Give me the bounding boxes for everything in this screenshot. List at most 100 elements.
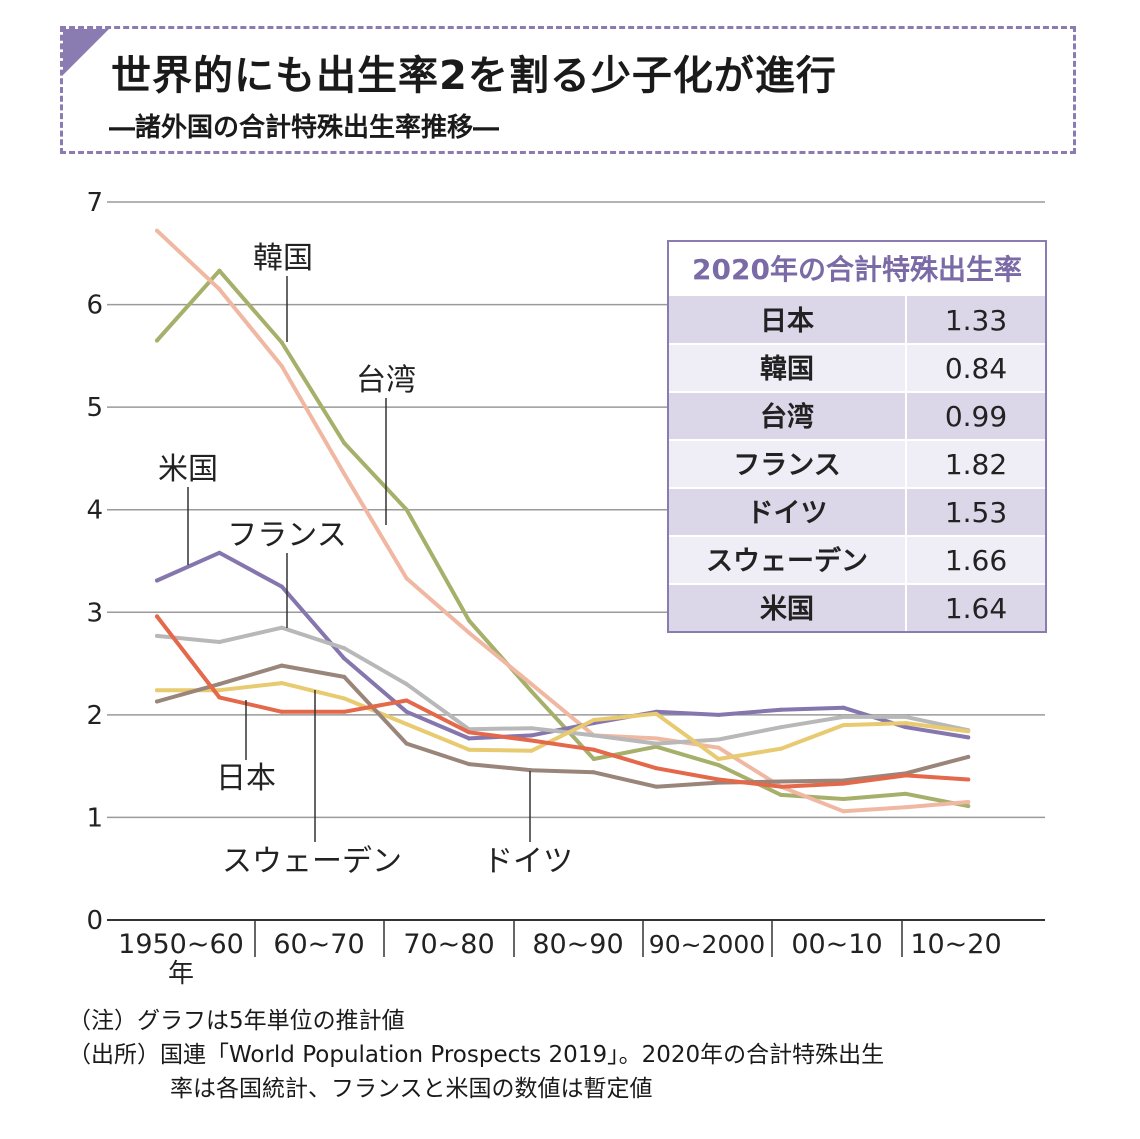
data-point [404,722,409,727]
data-point [155,338,159,343]
table-value-cell: 0.84 [945,352,1007,385]
data-point [217,640,222,645]
y-tick-label: 6 [86,291,103,321]
data-point [155,578,159,583]
series-label-フランス: フランス [227,518,347,628]
series-line [155,550,971,741]
series-label-text: 日本 [216,761,276,796]
table-country-cell: 日本 [760,306,814,337]
series-label-text: 米国 [158,452,218,487]
table-header-bg [668,241,1046,296]
data-point [217,695,222,700]
data-point [591,756,596,761]
data-point [279,340,284,345]
data-point [342,646,347,651]
y-tick-label: 3 [86,598,103,628]
data-point [155,614,159,619]
x-tick-label: 70~80 [403,929,494,960]
data-point [404,682,409,687]
data-point [654,741,659,746]
data-point [966,800,971,805]
series-line [155,228,971,814]
data-point [841,796,846,801]
data-point [903,805,908,810]
data-point [279,709,284,714]
table-value-cell: 1.82 [945,448,1007,481]
table-country-cell: フランス [733,450,840,481]
data-point [966,729,971,734]
series-label-text: 台湾 [356,363,416,398]
data-point [966,735,971,740]
x-axis: 1950~60 60~70 70~80 80~90 90~2000 00~10 10~20 年 [118,920,1002,989]
data-point [404,709,409,714]
data-point [654,711,659,716]
series-label-text: 韓国 [253,241,313,276]
x-tick-label: 90~2000 [649,930,765,959]
data-point [155,633,159,638]
data-point [467,618,471,623]
data-point [279,364,284,369]
table-value-cell: 1.33 [945,304,1007,337]
data-point [529,726,534,731]
data-point [217,688,222,693]
y-axis-ticks: 0 1 2 3 4 5 6 7 [86,188,103,936]
data-point [529,733,534,738]
data-point [279,584,284,589]
data-point [716,737,721,742]
data-point [654,736,659,741]
data-point [217,682,222,687]
data-point [467,762,471,767]
header-box: 世界的にも出生率2を割る少子化が進行 ―諸外国の合計特殊出生率推移― [60,26,1076,154]
data-point [654,766,659,771]
data-point [841,809,846,814]
data-point [467,736,471,741]
x-tick-label: 60~70 [273,929,364,960]
data-point [841,705,846,710]
header-corner-decoration [63,29,109,75]
notes: （注）グラフは5年単位の推計値 （出所）国連「World Population … [68,1004,884,1106]
series-line [155,268,971,809]
table-row: 米国 1.64 [668,583,1046,632]
chart-subtitle: ―諸外国の合計特殊出生率推移― [109,113,500,143]
source-text-1: （出所）国連「World Population Prospects 2019」。… [68,1042,885,1068]
series-label-台湾: 台湾 [356,363,416,525]
series-台湾 [155,228,971,814]
data-point [716,712,721,717]
series-lines [155,228,971,814]
table-value-cell: 1.66 [945,544,1007,577]
series-label-米国: 米国 [158,452,218,565]
note-text: （注）グラフは5年単位の推計値 [68,1008,405,1034]
series-label-text: フランス [227,518,346,553]
x-tick-label: 80~90 [532,929,623,960]
data-point [903,791,908,796]
series-ドイツ [155,663,971,789]
data-point [654,744,659,749]
table-value-cell: 1.64 [945,592,1007,625]
data-point [966,754,971,759]
series-日本 [155,614,971,789]
data-point [342,441,347,446]
data-point [342,696,347,701]
data-point [279,625,284,630]
data-point [155,228,159,233]
series-label-韓国: 韓国 [253,241,313,342]
y-tick-label: 1 [86,803,103,833]
data-point [591,747,596,752]
y-tick-label: 2 [86,701,103,731]
y-tick-label: 4 [86,496,103,526]
series-line [155,663,971,789]
data-point [467,747,471,752]
table-country-cell: スウェーデン [706,545,868,577]
table-value-cell: 1.53 [945,496,1007,529]
y-tick-label: 0 [86,906,103,936]
table-country-cell: 米国 [760,594,814,625]
table-row-bg [668,584,1046,632]
data-point [342,709,347,714]
data-point [217,268,222,273]
data-point [903,721,908,726]
table-row: フランス 1.82 [668,439,1046,488]
data-point [716,763,721,768]
data-point [716,756,721,761]
